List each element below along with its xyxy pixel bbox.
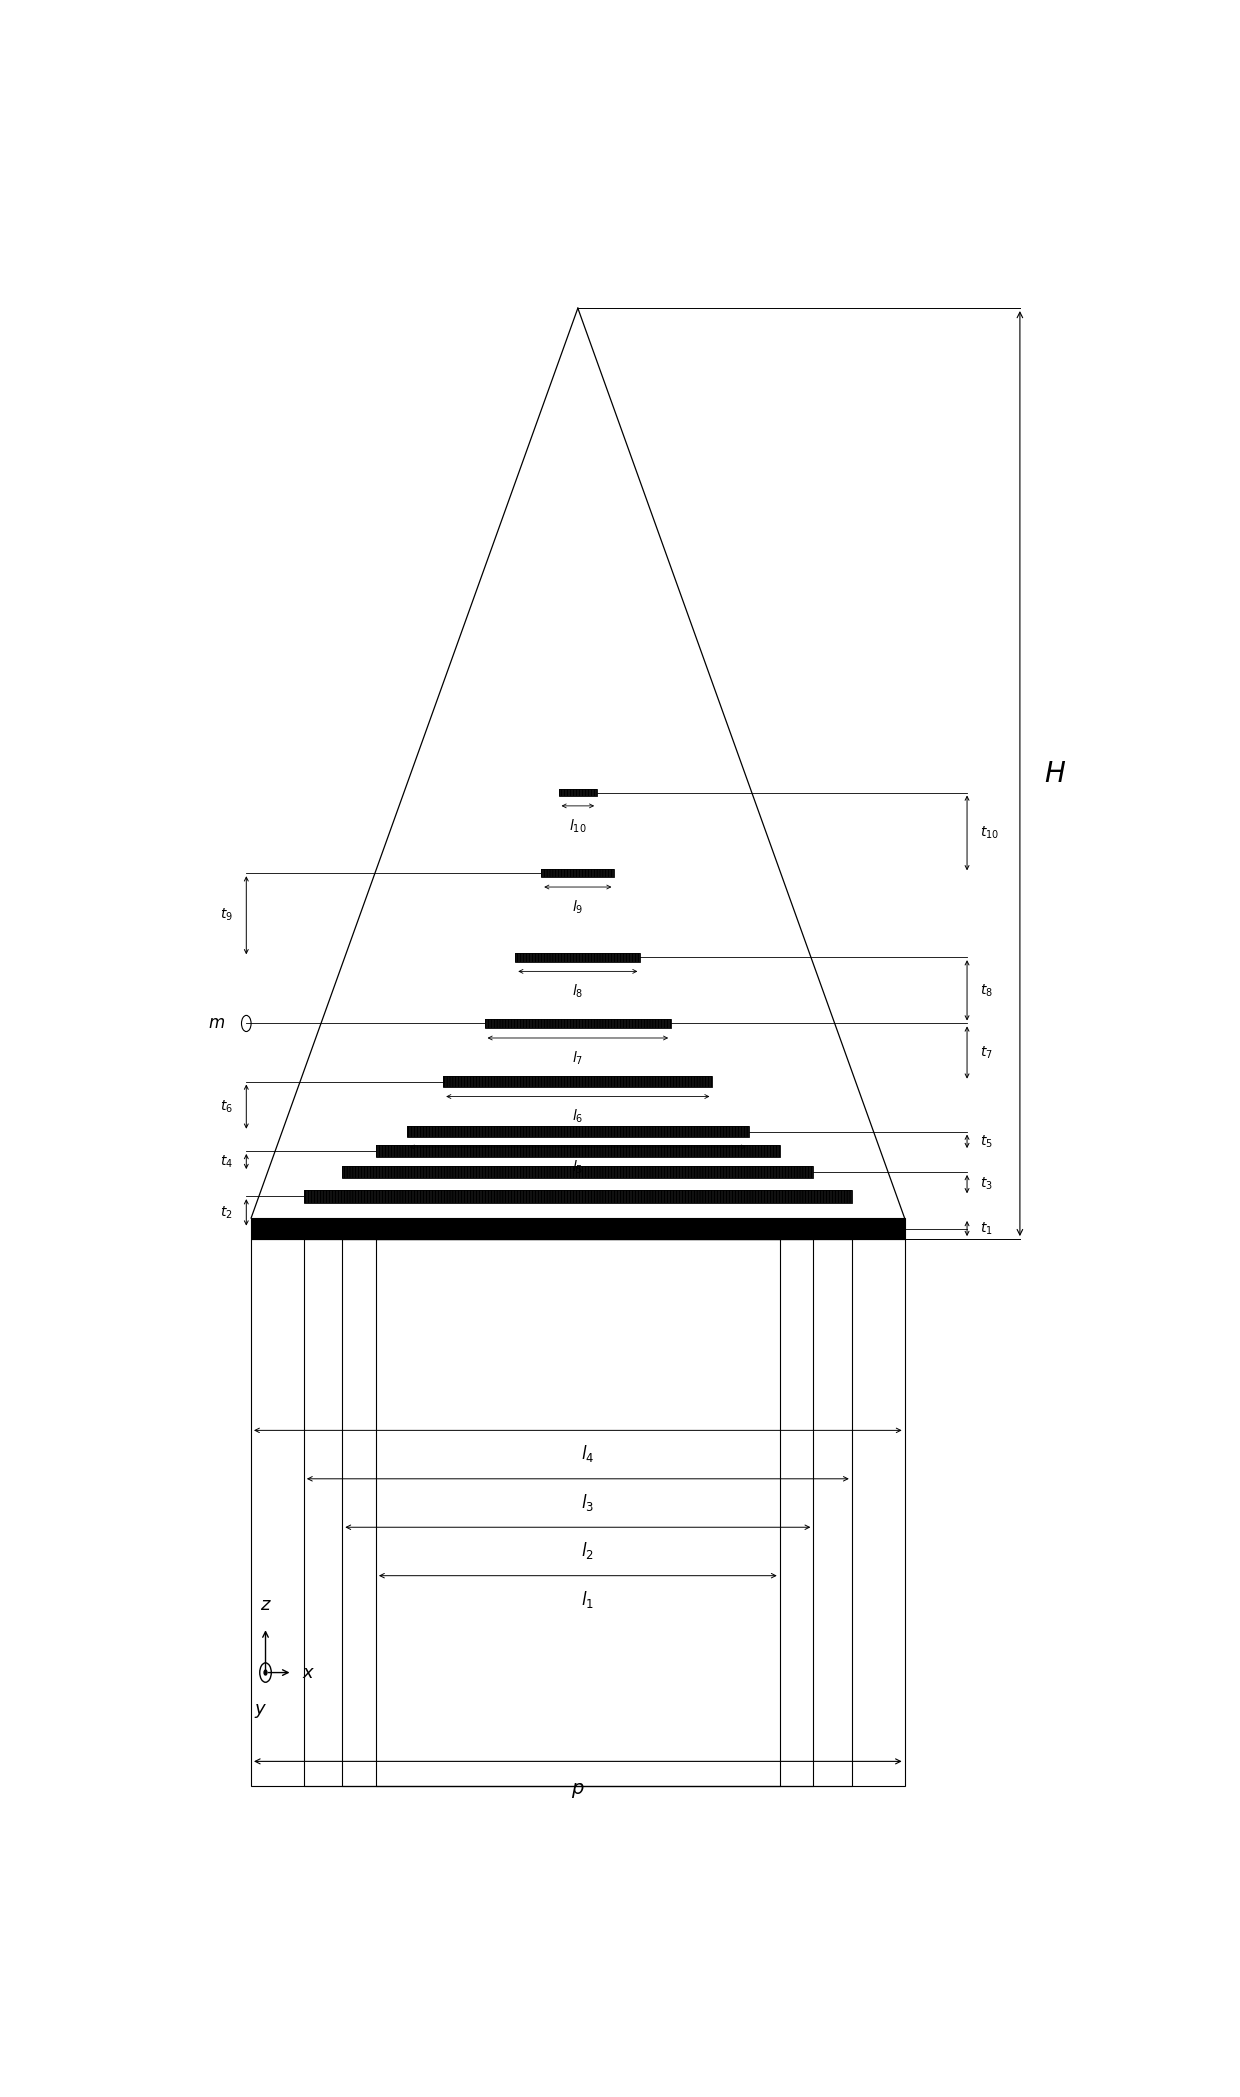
Text: $t_2$: $t_2$ — [221, 1204, 233, 1220]
Text: $t_6$: $t_6$ — [219, 1099, 233, 1116]
Text: $t_7$: $t_7$ — [981, 1044, 993, 1061]
Circle shape — [264, 1669, 267, 1676]
Bar — [250, 1218, 904, 1239]
Text: $l_1$: $l_1$ — [582, 1590, 594, 1610]
Bar — [304, 1239, 852, 1787]
Bar — [376, 1239, 780, 1787]
Bar — [542, 870, 614, 877]
Text: $t_4$: $t_4$ — [219, 1153, 233, 1170]
Bar — [485, 1019, 671, 1028]
Text: $z$: $z$ — [259, 1596, 272, 1615]
Text: $x$: $x$ — [303, 1663, 315, 1682]
Bar — [304, 1189, 852, 1204]
Bar — [304, 1189, 852, 1204]
Bar — [516, 952, 640, 963]
Text: $l_{6}$: $l_{6}$ — [572, 1107, 584, 1126]
Bar — [516, 952, 640, 963]
Text: $m$: $m$ — [208, 1015, 226, 1032]
Text: $p$: $p$ — [572, 1780, 584, 1799]
Bar — [485, 1019, 671, 1028]
Text: $l_{10}$: $l_{10}$ — [569, 818, 587, 835]
Text: $t_1$: $t_1$ — [981, 1220, 993, 1237]
Text: $y$: $y$ — [254, 1701, 268, 1720]
Text: $l_2$: $l_2$ — [582, 1539, 594, 1560]
Text: $l_{5}$: $l_{5}$ — [572, 1158, 584, 1176]
Bar — [342, 1166, 813, 1179]
Text: $l_{8}$: $l_{8}$ — [572, 983, 584, 1000]
Bar — [376, 1145, 780, 1158]
Text: $l_3$: $l_3$ — [580, 1491, 594, 1512]
Bar — [342, 1166, 813, 1179]
Bar — [250, 1239, 904, 1787]
Bar — [444, 1076, 713, 1086]
Text: $t_{10}$: $t_{10}$ — [981, 824, 999, 841]
Bar — [542, 870, 614, 877]
Bar — [407, 1126, 749, 1137]
Text: $t_8$: $t_8$ — [981, 981, 993, 998]
Text: $t_5$: $t_5$ — [981, 1132, 993, 1149]
Bar — [558, 788, 596, 797]
Bar — [407, 1126, 749, 1137]
Bar — [376, 1145, 780, 1158]
Bar — [558, 788, 596, 797]
Text: $l_4$: $l_4$ — [580, 1443, 594, 1464]
Bar — [444, 1076, 713, 1086]
Text: $H$: $H$ — [1044, 759, 1066, 788]
Bar — [342, 1239, 813, 1787]
Text: $l_{9}$: $l_{9}$ — [572, 898, 584, 916]
Text: $t_3$: $t_3$ — [981, 1176, 993, 1193]
Text: $t_9$: $t_9$ — [219, 908, 233, 923]
Text: $l_{7}$: $l_{7}$ — [572, 1048, 584, 1067]
